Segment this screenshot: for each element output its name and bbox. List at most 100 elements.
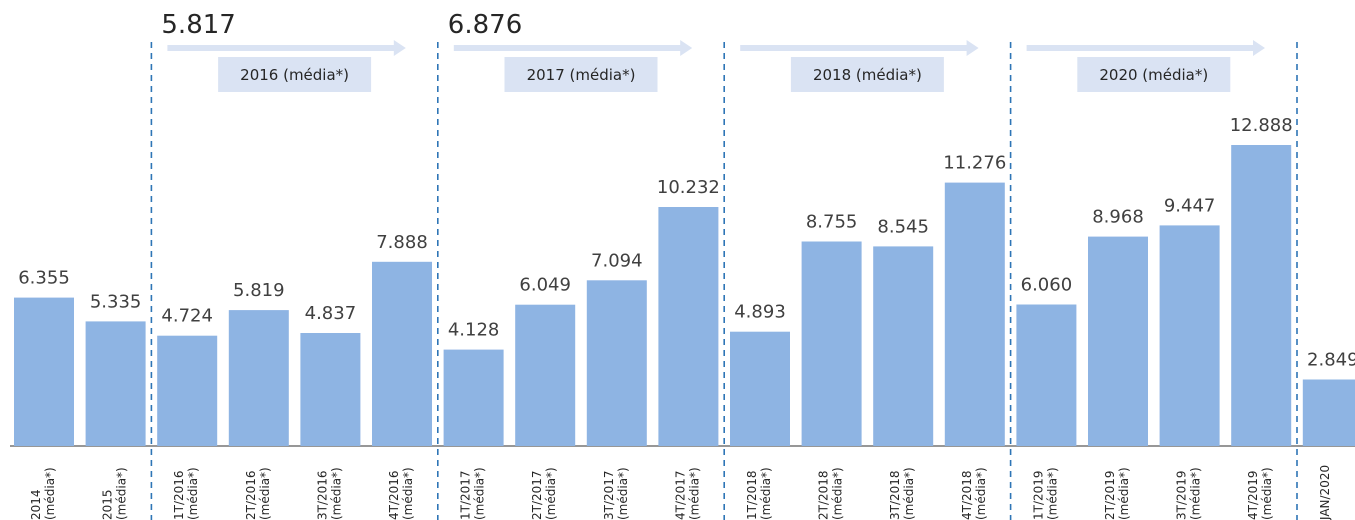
tick-line1-18: JAN/2020 [1318, 465, 1332, 520]
tick-line1-11: 2T/2018 [817, 470, 831, 520]
value-label-18: 2.849 [1307, 350, 1355, 371]
tick-line1-1: 2015 [101, 489, 115, 520]
tick-line2-16: (média*) [1189, 467, 1203, 520]
bar-5 [372, 261, 432, 446]
group-headers: 2016 (média*) 5.817 2017 (média*) 6.876 2018… [161, 10, 1265, 92]
tick-label-12: 3T/2018 (média*) [888, 467, 916, 520]
tick-label-10: 1T/2018 (média*) [745, 467, 773, 520]
value-label-16: 9.447 [1164, 195, 1216, 216]
bar-3 [228, 310, 289, 446]
value-label-15: 8.968 [1092, 207, 1144, 228]
tick-line1-0: 2014 [29, 489, 43, 520]
value-label-17: 12.888 [1230, 115, 1293, 136]
value-label-1: 5.335 [90, 291, 142, 312]
group-header-3: 2020 (média*) [1026, 40, 1265, 92]
group-arrow-head-3 [1253, 40, 1265, 56]
tick-line1-3: 2T/2016 [244, 470, 258, 520]
tick-label-7: 2T/2017 (média*) [530, 467, 558, 520]
value-label-6: 4.128 [448, 320, 500, 341]
tick-line2-9: (média*) [687, 467, 701, 520]
tick-line1-5: 4T/2016 [387, 470, 401, 520]
tick-label-3: 2T/2016 (média*) [244, 467, 272, 520]
tick-label-5: 4T/2016 (média*) [387, 467, 415, 520]
bar-2 [157, 335, 218, 446]
bar-4 [300, 333, 361, 446]
tick-line1-6: 1T/2017 [459, 470, 473, 520]
tick-label-2: 1T/2016 (média*) [172, 467, 200, 520]
group-label-1: 2017 (média*) [527, 66, 636, 84]
value-label-8: 7.094 [591, 250, 643, 271]
tick-line1-2: 1T/2016 [172, 470, 186, 520]
bar-8 [586, 280, 647, 446]
tick-label-9: 4T/2017 (média*) [673, 467, 701, 520]
tick-label-4: 3T/2016 (média*) [315, 467, 343, 520]
group-arrow-head-1 [680, 40, 693, 56]
bar-7 [515, 304, 576, 446]
group-dividers [150, 42, 1298, 520]
bar-12 [873, 246, 934, 446]
group-average-1: 6.876 [448, 10, 522, 40]
tick-label-16: 3T/2019 (média*) [1175, 467, 1203, 520]
tick-line2-1: (média*) [115, 467, 129, 520]
bar-10 [730, 331, 790, 446]
group-header-1: 2017 (média*) 6.876 [448, 10, 693, 92]
bar-16 [1159, 225, 1220, 446]
tick-line2-15: (média*) [1117, 467, 1131, 520]
bars [14, 145, 1355, 446]
tick-line1-9: 4T/2017 [673, 470, 687, 520]
group-label-box-1 [504, 57, 658, 92]
tick-label-8: 3T/2017 (média*) [602, 467, 630, 520]
tick-line2-2: (média*) [186, 467, 200, 520]
value-label-13: 11.276 [943, 153, 1006, 174]
value-label-0: 6.355 [18, 268, 70, 289]
tick-label-0: 2014 (média*) [29, 467, 57, 520]
tick-label-14: 1T/2019 (média*) [1031, 467, 1059, 520]
tick-label-1: 2015 (média*) [101, 467, 129, 520]
bar-6 [443, 349, 504, 446]
tick-line1-17: 4T/2019 [1246, 470, 1260, 520]
tick-line1-15: 2T/2019 [1103, 470, 1117, 520]
tick-line2-14: (média*) [1045, 467, 1059, 520]
bar-0 [14, 297, 74, 446]
value-label-9: 10.232 [657, 177, 720, 198]
group-arrow-head-0 [393, 40, 406, 56]
group-header-2: 2018 (média*) [740, 40, 979, 92]
tick-line2-3: (média*) [258, 467, 272, 520]
tick-line2-6: (média*) [473, 467, 487, 520]
tick-label-6: 1T/2017 (média*) [459, 467, 487, 520]
bar-15 [1088, 236, 1148, 446]
group-label-2: 2018 (média*) [813, 66, 922, 84]
tick-line1-16: 3T/2019 [1175, 470, 1189, 520]
tick-line1-10: 1T/2018 [745, 470, 759, 520]
group-label-3: 2020 (média*) [1099, 66, 1208, 84]
group-average-0: 5.817 [161, 10, 235, 40]
tick-line2-8: (média*) [616, 467, 630, 520]
tick-line2-5: (média*) [401, 467, 415, 520]
tick-line1-4: 3T/2016 [315, 470, 329, 520]
value-label-12: 8.545 [877, 216, 929, 237]
value-label-14: 6.060 [1021, 275, 1073, 296]
tick-label-13: 4T/2018 (média*) [960, 467, 988, 520]
group-arrow-head-2 [966, 40, 979, 56]
tick-line2-7: (média*) [544, 467, 558, 520]
tick-line1-13: 4T/2018 [960, 470, 974, 520]
group-label-0: 2016 (média*) [240, 66, 349, 84]
tick-line2-17: (média*) [1260, 467, 1274, 520]
bar-18 [1302, 379, 1355, 446]
group-header-0: 2016 (média*) 5.817 [161, 10, 406, 92]
bar-1 [85, 321, 146, 446]
tick-line2-11: (média*) [831, 467, 845, 520]
tick-label-15: 2T/2019 (média*) [1103, 467, 1131, 520]
value-label-3: 5.819 [233, 280, 285, 301]
tick-label-17: 4T/2019 (média*) [1246, 467, 1274, 520]
bar-11 [801, 241, 862, 446]
tick-line2-10: (média*) [759, 467, 773, 520]
tick-line2-12: (média*) [902, 467, 916, 520]
tick-labels: 2014 (média*) 2015 (média*) 1T/2016 (média*) 2… [29, 465, 1332, 520]
tick-line2-4: (média*) [329, 467, 343, 520]
value-labels: 6.355 5.335 4.724 5.819 4.837 7.888 4.128 6.049… [18, 115, 1355, 371]
value-label-4: 4.837 [305, 303, 357, 324]
tick-line1-12: 3T/2018 [888, 470, 902, 520]
tick-line2-0: (média*) [43, 467, 57, 520]
